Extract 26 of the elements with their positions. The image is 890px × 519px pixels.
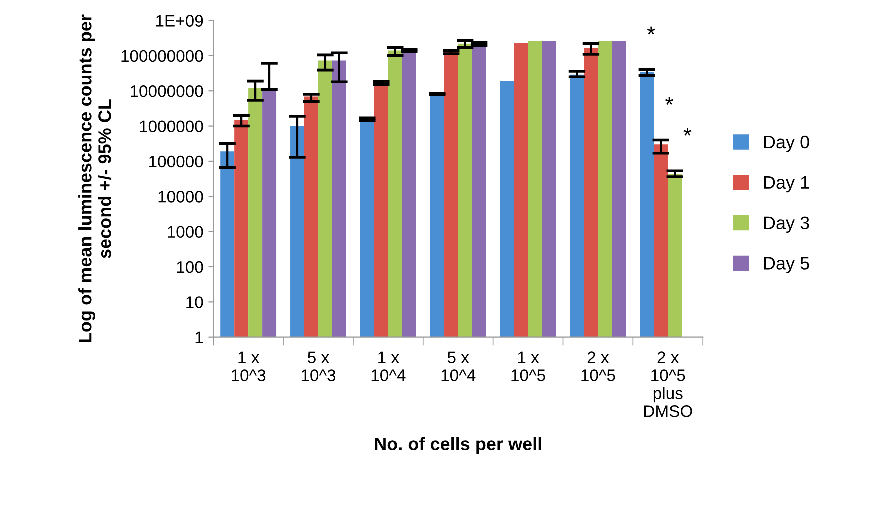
legend-label: Day 5	[764, 257, 810, 274]
legend-label: Day 1	[764, 176, 810, 193]
y-tick-label: 1E+09	[156, 15, 204, 27]
annotation: *	[647, 26, 656, 35]
y-tick-label: 100000000	[122, 50, 204, 62]
y-tick-label: 100000	[150, 156, 204, 168]
y-tick-label: 100	[177, 261, 204, 274]
y-tick-label: 1	[196, 332, 204, 344]
x-tick-label: 2 x 10^5	[582, 352, 616, 382]
y-tick-label: 10	[186, 296, 204, 308]
legend-label: Day 3	[764, 216, 810, 234]
y-tick-label: 10000000	[131, 86, 204, 98]
x-tick-label: 1 x 10^4	[372, 352, 406, 382]
x-tick-label: 5 x 10^3	[302, 352, 336, 382]
x-tick-label: 1 x 10^3	[232, 352, 266, 382]
y-tick-label: 1000	[168, 226, 204, 238]
y-tick-label: 10000	[158, 191, 204, 203]
x-tick-label: 1 x 10^5	[512, 352, 546, 382]
annotation: *	[666, 97, 674, 105]
annotation: *	[684, 128, 692, 136]
legend-label: Day 0	[764, 136, 810, 152]
x-tick-label: 5 x 10^4	[442, 352, 476, 382]
x-tick-label: 2 x 10^5 plus DMSO	[644, 352, 692, 418]
y-axis-title: Log of mean luminescence counts per second +/- 95% CL	[78, 14, 112, 342]
x-axis-title: No. of cells per well	[375, 437, 542, 454]
y-tick-label: 1000000	[140, 120, 204, 132]
